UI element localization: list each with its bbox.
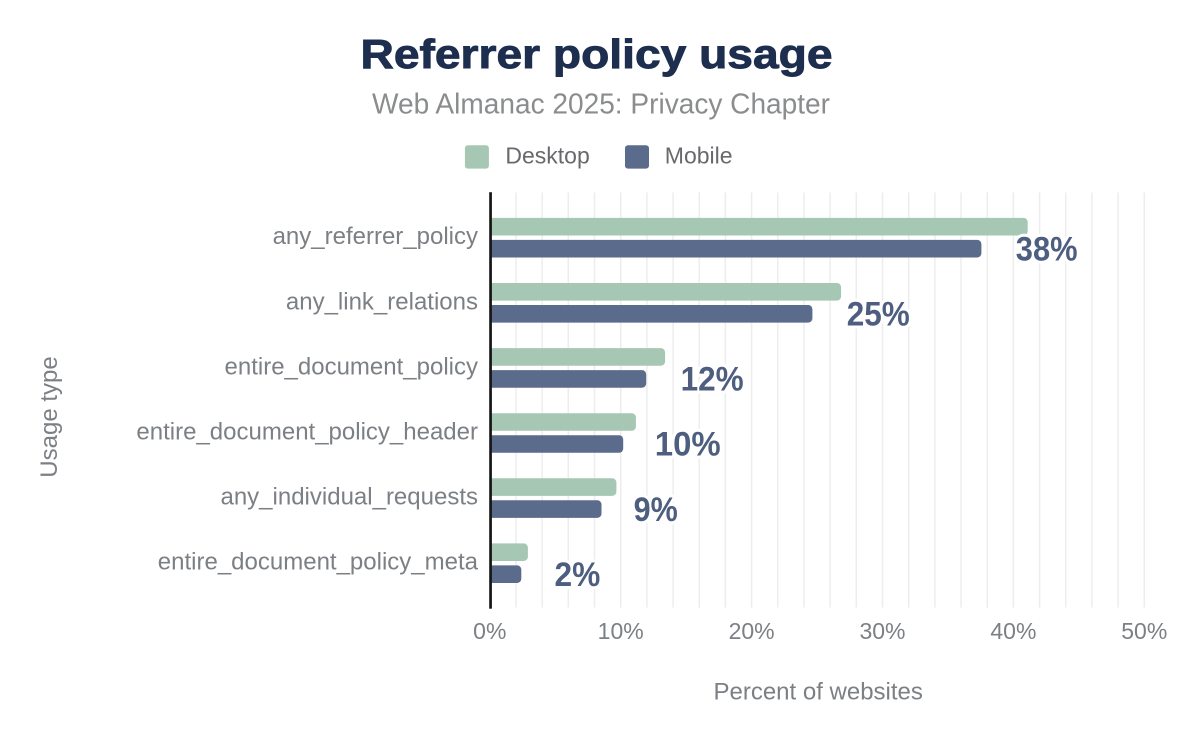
svg-text:50%: 50% xyxy=(1121,618,1167,644)
svg-text:Web Almanac 2025: Privacy Chap: Web Almanac 2025: Privacy Chapter xyxy=(372,89,830,121)
svg-text:any_link_relations: any_link_relations xyxy=(286,288,478,315)
svg-text:2%: 2% xyxy=(555,556,601,594)
svg-text:any_individual_requests: any_individual_requests xyxy=(220,484,478,511)
svg-text:30%: 30% xyxy=(859,618,905,644)
svg-text:38%: 38% xyxy=(1016,230,1078,268)
svg-text:entire_document_policy_header: entire_document_policy_header xyxy=(136,419,478,446)
svg-text:10%: 10% xyxy=(598,618,644,644)
svg-text:12%: 12% xyxy=(681,361,744,399)
svg-text:40%: 40% xyxy=(990,618,1036,644)
svg-text:0%: 0% xyxy=(473,618,506,644)
svg-text:Desktop: Desktop xyxy=(505,142,589,168)
svg-text:10%: 10% xyxy=(655,426,721,464)
svg-text:any_referrer_policy: any_referrer_policy xyxy=(273,223,478,250)
svg-text:9%: 9% xyxy=(634,491,678,529)
svg-text:20%: 20% xyxy=(729,618,775,644)
svg-text:Usage type: Usage type xyxy=(36,356,63,477)
svg-text:25%: 25% xyxy=(847,296,910,334)
svg-text:entire_document_policy: entire_document_policy xyxy=(225,353,479,380)
svg-text:Percent of websites: Percent of websites xyxy=(713,679,922,706)
svg-text:entire_document_policy_meta: entire_document_policy_meta xyxy=(158,549,479,576)
svg-text:Mobile: Mobile xyxy=(665,142,733,168)
svg-text:Referrer policy usage: Referrer policy usage xyxy=(361,31,833,77)
